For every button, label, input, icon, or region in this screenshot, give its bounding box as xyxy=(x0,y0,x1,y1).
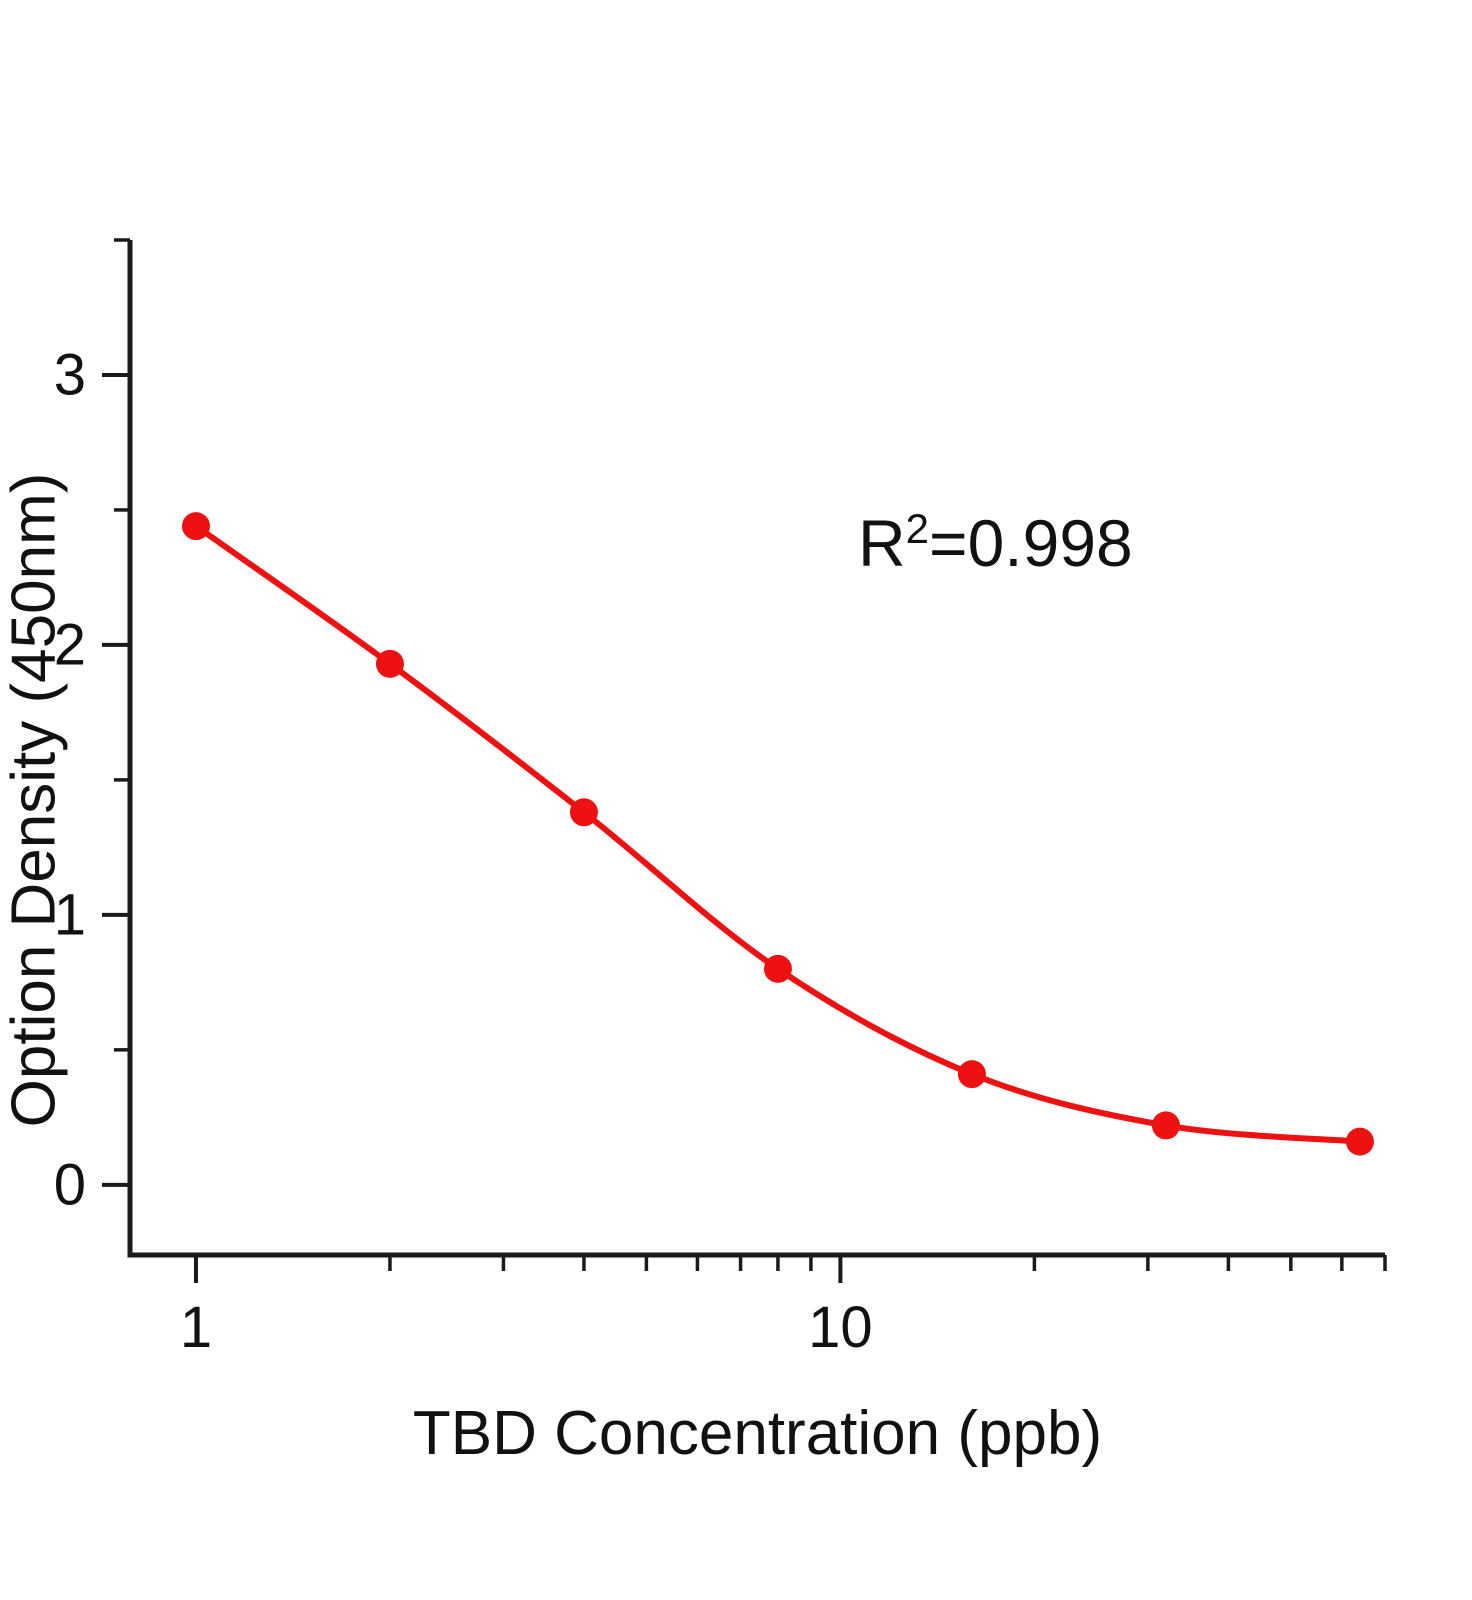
x-axis-label: TBD Concentration (ppb) xyxy=(412,1399,1103,1468)
y-axis-label: Option Density (450nm) xyxy=(0,472,69,1128)
r-squared-exponent: 2 xyxy=(905,505,930,552)
data-point xyxy=(181,512,210,541)
y-tick-label: 3 xyxy=(54,342,86,407)
data-point xyxy=(763,954,792,983)
y-tick-label: 2 xyxy=(54,612,86,677)
data-point xyxy=(957,1060,986,1089)
y-tick-label: 1 xyxy=(54,882,86,947)
r-squared-annotation: R2=0.998 xyxy=(858,505,1133,581)
data-point xyxy=(1345,1127,1374,1156)
fit-curve xyxy=(193,523,1363,1145)
data-point xyxy=(375,649,404,678)
y-tick-label: 0 xyxy=(54,1152,86,1217)
data-point xyxy=(569,798,598,827)
r-squared-base: R xyxy=(858,506,906,580)
x-tick-label: 1 xyxy=(180,1295,212,1360)
x-tick-label: 10 xyxy=(808,1295,873,1360)
data-point xyxy=(1151,1111,1180,1140)
r-squared-value: =0.998 xyxy=(929,506,1133,580)
